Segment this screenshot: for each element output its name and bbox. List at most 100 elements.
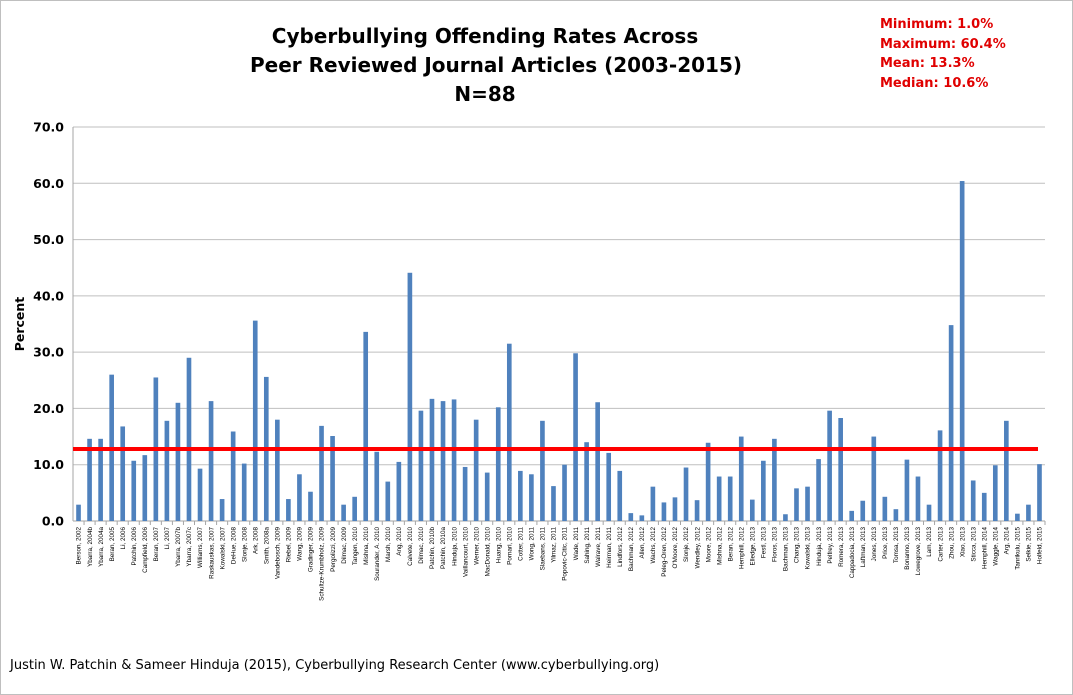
bar [926,504,932,521]
bar [827,410,832,521]
x-tick-label: Tangen, 2010 [352,527,359,566]
x-tick-label: O'Moore, 2012 [672,527,679,569]
bar [252,320,258,521]
bar [98,438,103,521]
x-tick-label: Kowalski, 2013 [805,527,812,570]
x-tick-label: Hinduja, 2013 [816,527,823,566]
bar [650,486,656,521]
x-tick-label: Pelfrey, 2013 [827,527,834,564]
x-tick-label: Ark, 2008 [252,527,259,554]
x-tick-label: MacDonald, 2010 [484,527,491,577]
x-tick-label: Mishna, 2010 [363,527,370,565]
bar [495,407,501,521]
bar [308,491,313,521]
bar [716,476,722,521]
bar [529,474,534,521]
x-tick-label: Li, 2007 [164,527,171,550]
bar [142,455,148,521]
bar [385,481,391,521]
x-tick-label: Slaebans, 2011 [540,527,547,571]
bar [915,476,921,521]
bar [352,496,357,521]
bar [462,466,468,521]
bar [749,499,755,521]
x-tick-label: Cappadocia, 2013 [849,527,856,579]
y-tick-label: 20.0 [33,401,64,416]
bar [1037,464,1042,521]
bar [175,402,181,521]
x-tick-label: Pornari, 2010 [506,527,513,565]
bar [672,497,678,521]
bar [562,464,567,521]
x-tick-label: Pergolizzi, 2009 [330,527,337,572]
bar [694,500,700,521]
bar [374,451,380,521]
bar [407,272,413,521]
x-tick-label: Calvete, 2010 [407,527,414,566]
y-tick-label: 60.0 [33,176,64,191]
bar [473,419,479,521]
x-tick-label: Williams, 2007 [197,527,204,568]
x-tick-label: Popovic-Citic, 2011 [562,527,569,581]
bar [761,460,766,521]
x-tick-label: Festl, 2013 [761,527,768,559]
bar [484,472,490,521]
y-tick-label: 40.0 [33,288,64,303]
bar [540,420,545,521]
x-tick-label: Xiao, 2013 [959,527,966,558]
bar [330,436,335,521]
bar [241,463,247,521]
bar [937,430,943,521]
bar [816,459,821,521]
x-tick-label: Bachman, 2013 [783,527,790,572]
bar-chart: 0.0 10.0 20.0 30.0 40.0 50.0 60.0 70.0 Percent Be… [12,120,1046,601]
x-tick-label: Jones, 2013 [871,527,878,562]
x-tick-label: Wong, 2011 [529,527,536,561]
x-tick-label: Kowalski, 2007 [219,527,226,570]
bar [628,513,634,521]
x-tick-label: Werner, 2010 [473,527,480,565]
x-tick-label: Lowegrove, 2013 [915,527,922,576]
x-tick-label: Sahing, 2011 [584,527,591,564]
bar [518,470,523,521]
bar [904,459,910,521]
bar [606,452,612,521]
x-tick-label: Mishna, 2012 [716,527,723,565]
bar [76,504,81,521]
bar [705,442,711,521]
bar [363,331,369,521]
x-tick-label: Selkie, 2015 [1026,527,1033,562]
bar [551,486,556,521]
x-tick-label: Schultze-Krumbholz, 2009 [319,527,326,601]
bar [208,401,214,521]
bar [131,460,137,521]
x-tick-label: Lindfors, 2012 [617,527,624,567]
bar [186,357,192,521]
bar [871,436,877,521]
y-tick-label: 0.0 [42,514,64,529]
bar [882,496,888,521]
bar [727,476,733,521]
source-credit: Justin W. Patchin & Sameer Hinduja (2015… [10,658,660,673]
x-tick-label: Vandebosch, 2009 [275,527,282,580]
x-tick-label: Price, 2013 [882,527,889,559]
x-tick-label: Bachman, 2012 [628,527,635,572]
bar [661,502,667,521]
bar [849,510,855,521]
x-tick-label: Waggle, 2014 [992,527,999,566]
x-tick-label: Romera, 2013 [838,527,845,567]
x-tick-label: Hemphill, 2014 [981,527,988,570]
x-tick-label: Carter, 2013 [937,527,944,562]
bar [595,402,600,521]
bar [319,425,324,521]
x-tick-label: Campfield, 2006 [142,527,149,573]
y-tick-label: 50.0 [33,232,64,247]
bar [120,426,126,521]
bar [805,486,810,521]
y-tick-label: 30.0 [33,345,64,360]
bar [948,325,954,521]
x-tick-label: Tomsa, 2013 [893,527,900,564]
bar [783,514,788,521]
title-line-3: N=88 [454,82,516,106]
stat-minimum: Minimum: 1.0% [880,17,994,32]
